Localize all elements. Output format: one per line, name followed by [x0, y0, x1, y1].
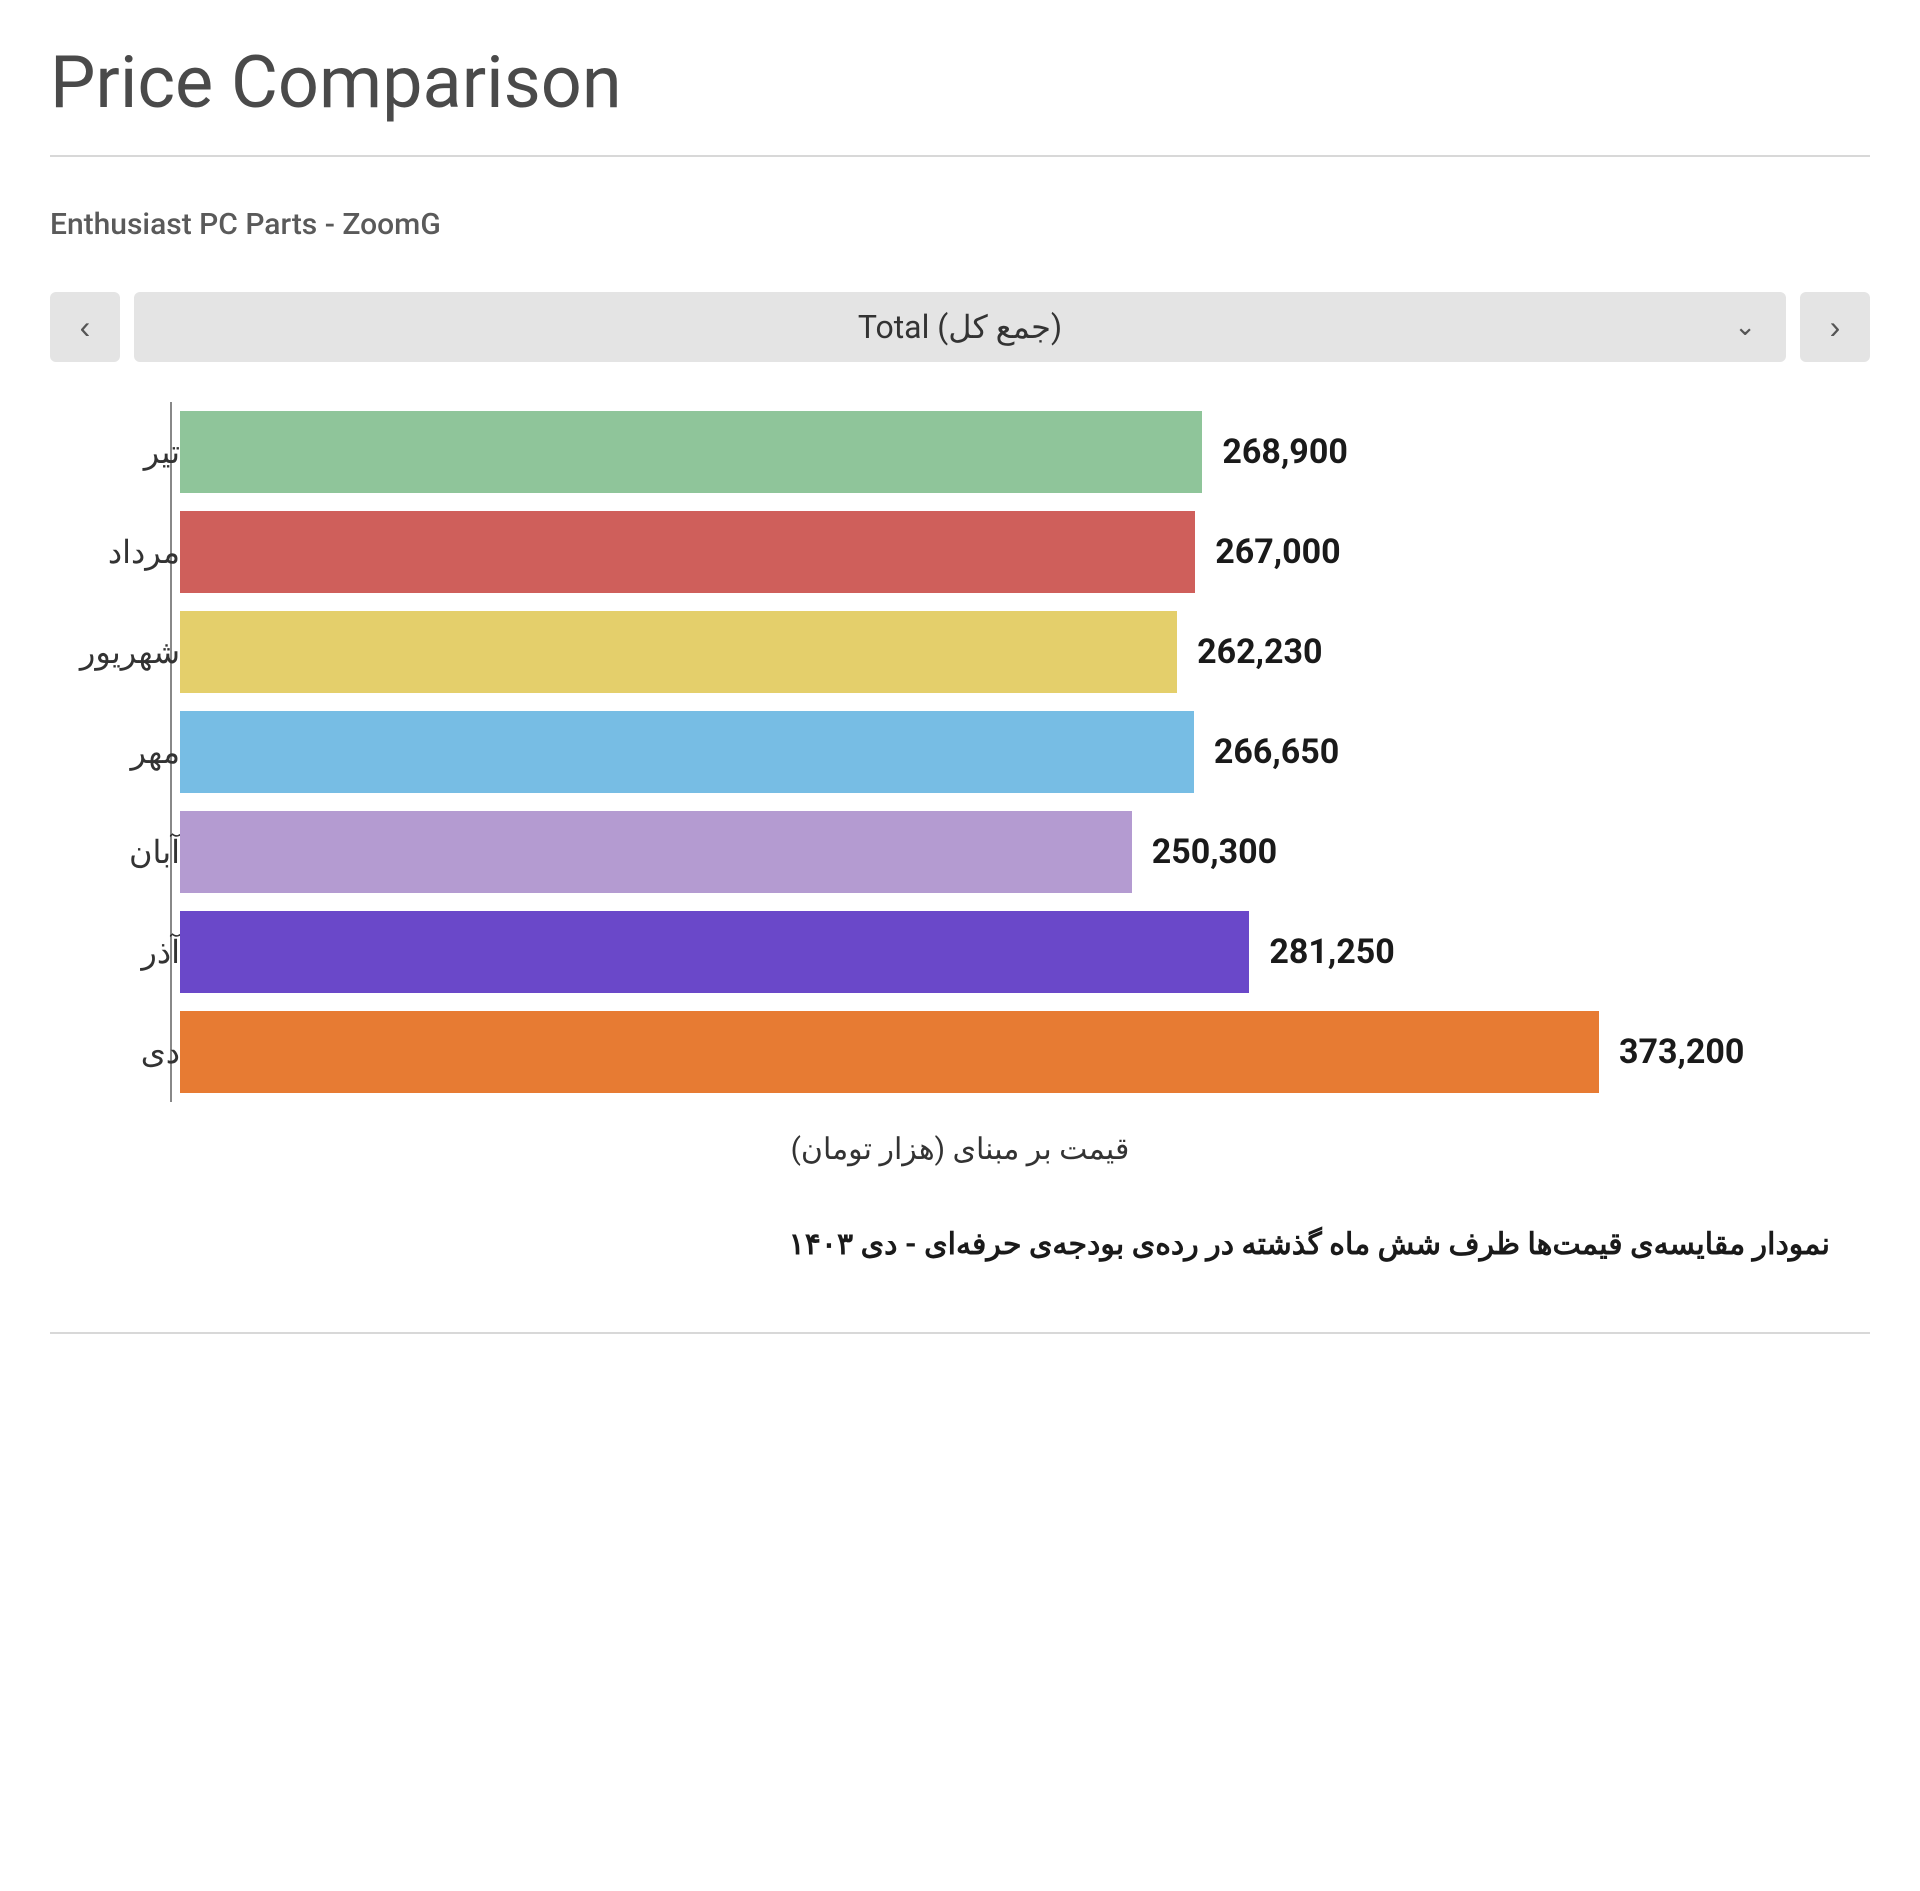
bar-row: آبان250,300 — [180, 802, 1830, 902]
bar-track: 281,250 — [180, 902, 1830, 1002]
bar-value-label: 268,900 — [1222, 432, 1347, 472]
bar — [180, 611, 1177, 693]
chart-area: تیر268,900مرداد267,000شهریور262,230مهر26… — [170, 402, 1830, 1102]
chevron-left-icon: ‹ — [80, 309, 91, 346]
bar-track: 373,200 — [180, 1002, 1830, 1102]
bar — [180, 811, 1132, 893]
bottom-divider — [50, 1332, 1870, 1334]
x-axis-label: قیمت بر مبنای (هزار تومان) — [50, 1132, 1870, 1167]
bar — [180, 511, 1195, 593]
bar-value-label: 250,300 — [1152, 832, 1277, 872]
bar-row: مرداد267,000 — [180, 502, 1830, 602]
chart-caption: نمودار مقایسه‌ی قیمت‌ها ظرف شش ماه گذشته… — [50, 1227, 1870, 1262]
chevron-right-icon: › — [1830, 309, 1841, 346]
bar-category-label: مهر — [50, 733, 180, 771]
bar-value-label: 281,250 — [1269, 932, 1394, 972]
chevron-down-icon: ⌄ — [1734, 312, 1756, 342]
bar — [180, 1011, 1599, 1093]
bar-row: دی373,200 — [180, 1002, 1830, 1102]
bar-category-label: آبان — [50, 833, 180, 871]
bar-track: 268,900 — [180, 402, 1830, 502]
bar-track: 267,000 — [180, 502, 1830, 602]
dropdown-label: Total (جمع کل) — [858, 308, 1062, 346]
next-button[interactable]: › — [1800, 292, 1870, 362]
bar — [180, 711, 1194, 793]
bars-container: تیر268,900مرداد267,000شهریور262,230مهر26… — [170, 402, 1830, 1102]
title-divider — [50, 155, 1870, 157]
bar-value-label: 262,230 — [1197, 632, 1322, 672]
prev-button[interactable]: ‹ — [50, 292, 120, 362]
bar-row: مهر266,650 — [180, 702, 1830, 802]
bar-track: 250,300 — [180, 802, 1830, 902]
bar-track: 262,230 — [180, 602, 1830, 702]
subtitle: Enthusiast PC Parts - ZoomG — [50, 207, 1870, 242]
selector-row: ‹ Total (جمع کل) ⌄ › — [50, 292, 1870, 362]
bar-category-label: تیر — [50, 433, 180, 471]
bar-category-label: دی — [50, 1033, 180, 1071]
bar — [180, 411, 1202, 493]
bar-category-label: مرداد — [50, 533, 180, 571]
bar-row: تیر268,900 — [180, 402, 1830, 502]
bar-value-label: 266,650 — [1214, 732, 1339, 772]
series-dropdown[interactable]: Total (جمع کل) ⌄ — [134, 292, 1786, 362]
page-title: Price Comparison — [50, 40, 1870, 125]
bar-row: شهریور262,230 — [180, 602, 1830, 702]
bar-track: 266,650 — [180, 702, 1830, 802]
bar — [180, 911, 1249, 993]
bar-category-label: شهریور — [50, 633, 180, 671]
bar-value-label: 373,200 — [1619, 1032, 1744, 1072]
bar-category-label: آذر — [50, 933, 180, 971]
bar-value-label: 267,000 — [1215, 532, 1340, 572]
bar-row: آذر281,250 — [180, 902, 1830, 1002]
